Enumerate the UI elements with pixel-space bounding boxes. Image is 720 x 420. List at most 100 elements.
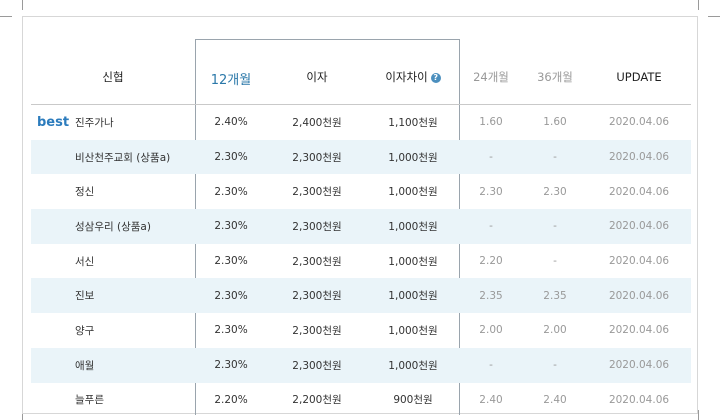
help-icon[interactable]: ? <box>430 72 441 83</box>
credit-union-name: 애월 <box>75 359 95 372</box>
table-row[interactable]: 진보 2.30% 2,300천원 1,000천원 2.35 2.35 2020.04.06 <box>31 278 691 314</box>
cell-rate-24month: 2.20 <box>479 255 503 268</box>
cell-rate-36month: 2.30 <box>543 185 567 198</box>
header-interest-diff[interactable]: 이자차이? <box>367 49 459 105</box>
cell-rate-24month: 2.35 <box>459 278 523 314</box>
cell-name[interactable]: 서신 <box>31 244 195 279</box>
table-row[interactable]: 늘푸른 2.20% 2,200천원 900천원 2.40 2.40 2020.04.06 <box>31 383 691 418</box>
cell-update-date: 2020.04.06 <box>587 347 691 383</box>
table-row[interactable]: 서신 2.30% 2,300천원 1,000천원 2.20 - 2020.04.06 <box>31 244 691 279</box>
cell-rate-24month: 1.60 <box>479 116 503 129</box>
cell-rate-12month: 2.30% <box>195 209 267 244</box>
header-24month[interactable]: 24개월 <box>459 49 523 105</box>
table-row[interactable]: 양구 2.30% 2,300천원 1,000천원 2.00 2.00 2020.04.06 <box>31 313 691 348</box>
cell-interest: 2,300천원 <box>267 278 367 314</box>
credit-union-name: 양구 <box>75 324 95 337</box>
table-row[interactable]: 정신 2.30% 2,300천원 1,000천원 2.30 2.30 2020.04.06 <box>31 174 691 209</box>
cell-interest: 2,300천원 <box>267 209 367 244</box>
cell-update-date: 2020.04.06 <box>587 139 691 175</box>
cell-interest-diff: 1,000천원 <box>367 347 459 383</box>
cell-interest: 2,300천원 <box>292 186 342 199</box>
cell-rate-24month: - <box>459 347 523 383</box>
crop-mark <box>708 16 720 17</box>
cell-interest-diff: 1,000천원 <box>388 255 438 268</box>
cell-rate-36month: - <box>523 347 587 383</box>
cell-rate-12month: 2.30% <box>214 255 248 268</box>
cell-rate-12month: 2.20% <box>214 393 248 406</box>
cell-rate-24month: 2.00 <box>479 324 503 337</box>
cell-name[interactable]: 비산천주교회 (상품a) <box>31 139 195 175</box>
cell-interest: 2,300천원 <box>267 347 367 383</box>
cell-name[interactable]: 성삼우리 (상품a) <box>31 209 195 244</box>
cell-interest-diff: 1,000천원 <box>388 186 438 199</box>
best-badge: best <box>37 114 70 130</box>
cell-interest: 2,300천원 <box>292 324 342 337</box>
cell-interest-diff: 1,000천원 <box>367 278 459 314</box>
cell-rate-36month: 2.00 <box>543 324 567 337</box>
cell-interest: 2,200천원 <box>292 394 342 407</box>
cell-interest-diff: 1,000천원 <box>367 139 459 175</box>
cell-name[interactable]: 애월 <box>31 347 195 383</box>
crop-mark <box>698 0 699 10</box>
crop-mark <box>22 410 23 420</box>
crop-mark <box>698 410 699 420</box>
cell-rate-36month: 1.60 <box>543 116 567 129</box>
cell-name[interactable]: 늘푸른 <box>31 383 195 418</box>
cell-interest: 2,300천원 <box>267 139 367 175</box>
cell-interest-diff: 1,000천원 <box>388 324 438 337</box>
table-row[interactable]: 비산천주교회 (상품a) 2.30% 2,300천원 1,000천원 - -2020.04… <box>31 139 691 175</box>
cell-update-date: 2020.04.06 <box>608 185 670 198</box>
table-header-row: 신협 12개월 이자 이자차이? 24개월 36개월 UPDATE <box>31 49 691 107</box>
cell-rate-36month: - <box>523 139 587 175</box>
table-row[interactable]: 성삼우리 (상품a) 2.30% 2,300천원 1,000천원 - -2020.04.0… <box>31 209 691 244</box>
cell-rate-24month: - <box>459 209 523 244</box>
cell-update-date: 2020.04.06 <box>608 324 670 337</box>
cell-rate-24month: 2.30 <box>479 185 503 198</box>
credit-union-name: 비산천주교회 (상품a) <box>75 151 171 164</box>
cell-rate-12month: 2.30% <box>214 324 248 337</box>
credit-union-name: 진보 <box>75 290 95 303</box>
credit-union-name: 서신 <box>75 255 95 268</box>
cell-interest-diff: 900천원 <box>393 394 433 407</box>
cell-update-date: 2020.04.06 <box>587 278 691 314</box>
cell-rate-12month: 2.30% <box>195 278 267 314</box>
cell-rate-12month: 2.30% <box>195 347 267 383</box>
rate-table: 신협 12개월 이자 이자차이? 24개월 36개월 UPDATE best 진주… <box>31 49 691 417</box>
cell-rate-24month: 2.40 <box>479 393 503 406</box>
cell-rate-24month: - <box>459 139 523 175</box>
cell-rate-36month: 2.35 <box>523 278 587 314</box>
cell-rate-36month: - <box>523 209 587 244</box>
cell-rate-12month: 2.40% <box>214 116 248 129</box>
header-interest-diff-label: 이자차이 <box>385 69 428 84</box>
cell-name[interactable]: best 진주가나 <box>31 105 195 140</box>
crop-mark <box>0 16 12 17</box>
cell-rate-12month: 2.30% <box>214 185 248 198</box>
credit-union-name: 성삼우리 (상품a) <box>75 220 151 233</box>
cell-rate-36month: - <box>553 255 557 268</box>
cell-name[interactable]: 진보 <box>31 278 195 314</box>
header-name[interactable]: 신협 <box>31 49 195 105</box>
cell-update-date: 2020.04.06 <box>608 255 670 268</box>
cell-name[interactable]: 양구 <box>31 313 195 348</box>
credit-union-name: 진주가나 <box>75 116 114 129</box>
cell-interest-diff: 1,100천원 <box>388 116 438 129</box>
cell-interest-diff: 1,000천원 <box>367 209 459 244</box>
header-12month[interactable]: 12개월 <box>195 51 267 107</box>
cell-interest: 2,300천원 <box>292 255 342 268</box>
cell-update-date: 2020.04.06 <box>587 209 691 244</box>
header-36month[interactable]: 36개월 <box>523 49 587 105</box>
header-update[interactable]: UPDATE <box>587 49 691 105</box>
crop-mark <box>22 0 23 10</box>
cell-interest: 2,400천원 <box>292 116 342 129</box>
credit-union-name: 정신 <box>75 186 95 199</box>
table-row[interactable]: best 진주가나 2.40% 2,400천원 1,100천원 1.60 1.60 2020.… <box>31 105 691 140</box>
credit-union-name: 늘푸른 <box>75 394 104 407</box>
cell-rate-12month: 2.30% <box>195 139 267 175</box>
rate-table-card: 신협 12개월 이자 이자차이? 24개월 36개월 UPDATE best 진주… <box>22 16 698 417</box>
cell-rate-36month: 2.40 <box>543 393 567 406</box>
header-interest[interactable]: 이자 <box>267 49 367 105</box>
cell-name[interactable]: 정신 <box>31 174 195 209</box>
cell-update-date: 2020.04.06 <box>608 116 670 129</box>
cell-update-date: 2020.04.06 <box>608 393 670 406</box>
table-row[interactable]: 애월 2.30% 2,300천원 1,000천원 - -2020.04.06 <box>31 347 691 383</box>
